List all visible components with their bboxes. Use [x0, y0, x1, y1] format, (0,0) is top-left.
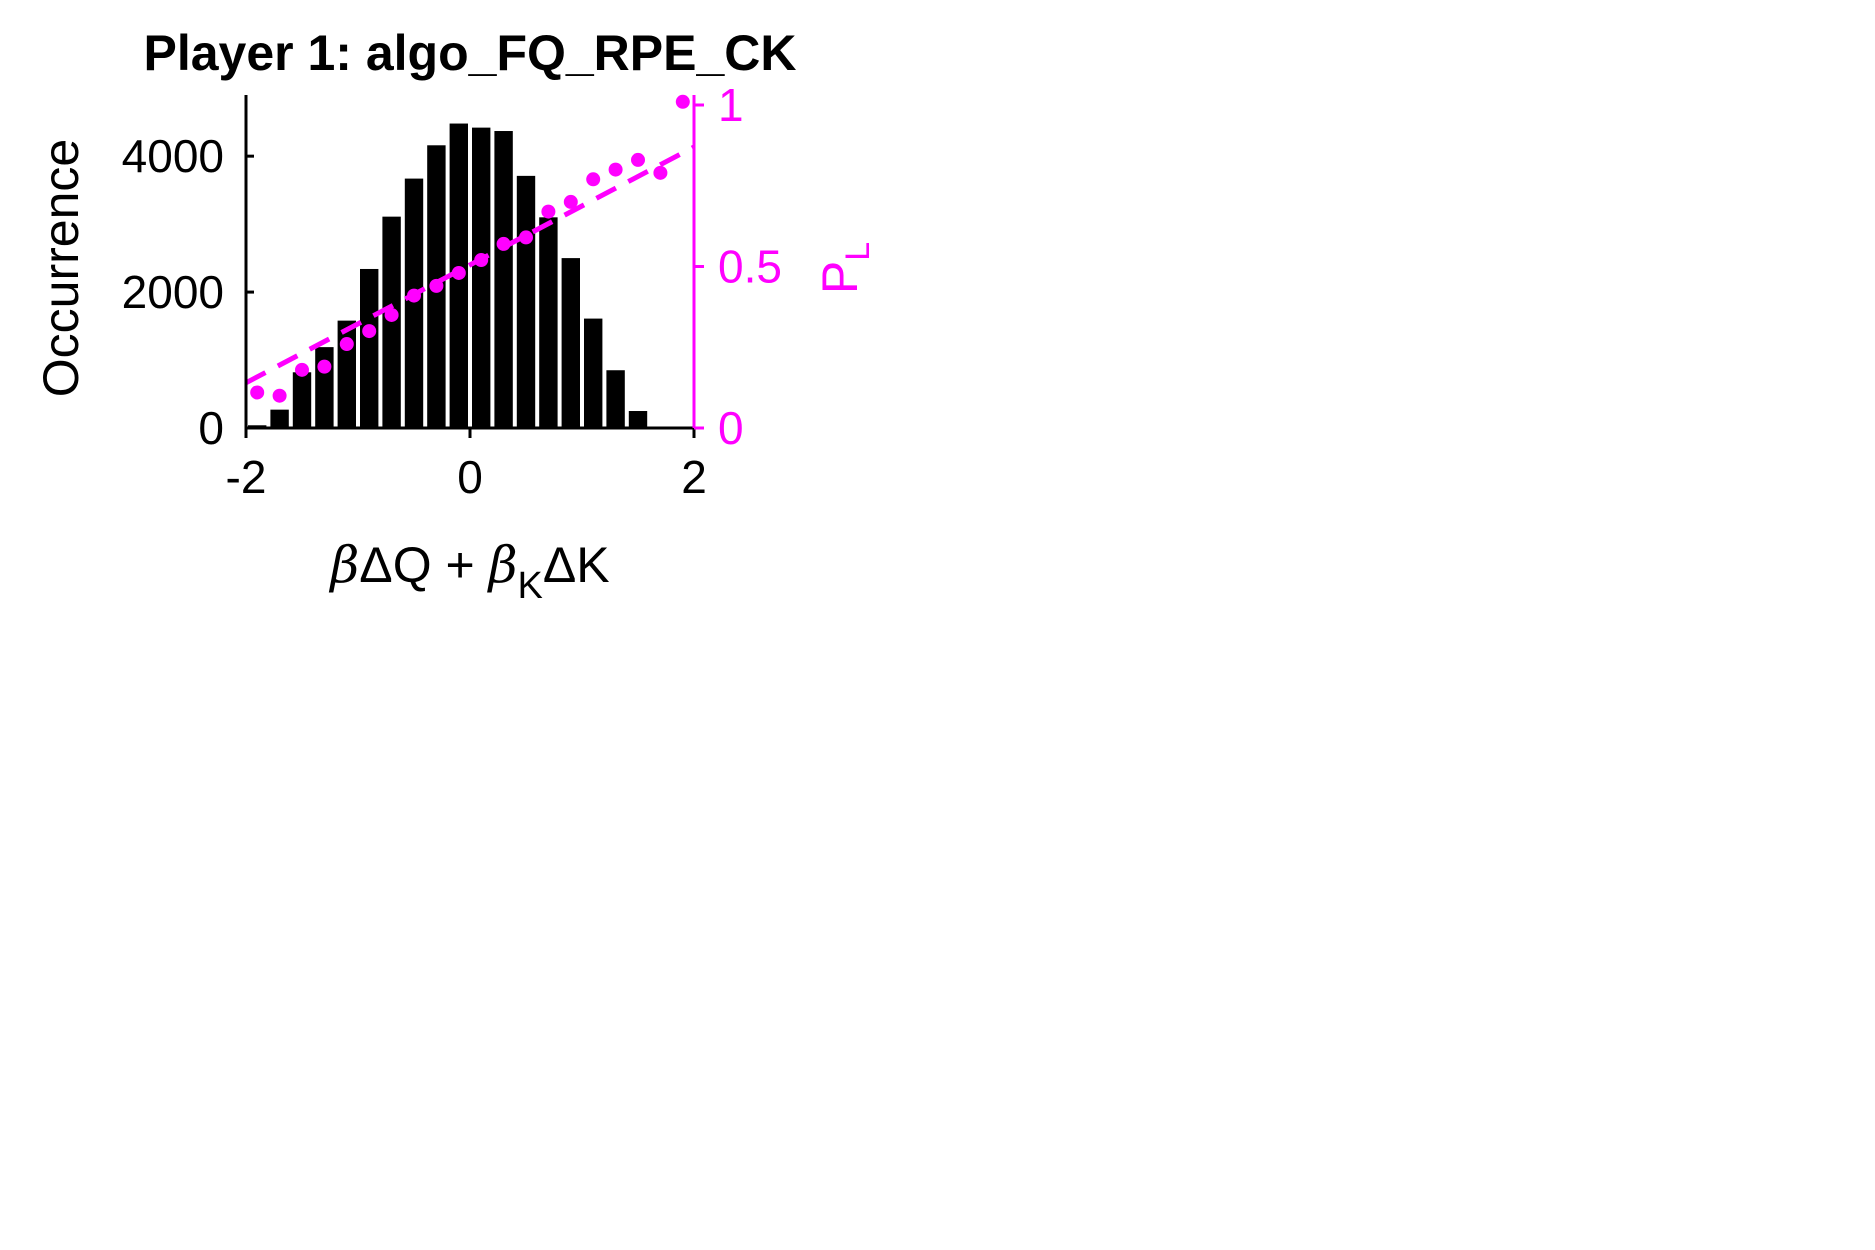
y-tick-label: 2000 — [122, 266, 224, 318]
histogram-bar — [270, 409, 289, 428]
probability-point — [384, 307, 399, 322]
x-tick-label: 2 — [681, 451, 707, 503]
y2-tick-label: 1 — [718, 79, 744, 131]
histogram-bar — [584, 318, 603, 428]
probability-point — [675, 94, 690, 109]
y-tick-label: 0 — [198, 402, 224, 454]
y2-tick-label: 0 — [718, 402, 744, 454]
probability-point — [339, 337, 354, 352]
probability-point — [272, 388, 287, 403]
probability-point — [496, 236, 511, 251]
probability-point — [295, 362, 309, 377]
x-label-part2: ΔK — [543, 537, 610, 593]
fit-line — [244, 144, 696, 385]
histogram-bar — [494, 131, 513, 428]
histogram-bar — [606, 370, 625, 428]
probability-point — [586, 172, 601, 187]
right-y-axis: 00.51 — [692, 79, 782, 454]
probability-point — [474, 253, 489, 268]
probability-point — [362, 324, 377, 339]
fit-line-group — [244, 144, 696, 385]
chart-title: Player 1: algo_FQ_RPE_CK — [143, 25, 796, 81]
histogram-bar — [337, 320, 356, 428]
x-label-part1: ΔQ + — [359, 537, 488, 593]
x-axis: -2 0 2 — [226, 426, 707, 503]
x-label-beta2: β — [487, 536, 518, 594]
y-tick-label: 4000 — [122, 130, 224, 182]
left-y-axis: 0 2000 4000 — [122, 95, 254, 454]
probability-point — [317, 359, 332, 374]
probability-point — [541, 204, 556, 219]
probability-point — [429, 278, 444, 293]
probability-point — [519, 230, 533, 245]
probability-point — [608, 162, 623, 177]
x-tick-label: 0 — [457, 451, 483, 503]
probability-point — [653, 165, 668, 180]
probability-point — [250, 385, 265, 400]
x-tick-label: -2 — [226, 451, 267, 503]
probability-point — [407, 288, 421, 303]
y2-tick-label: 0.5 — [718, 241, 782, 293]
probability-point — [451, 265, 466, 280]
x-label-beta: β — [328, 536, 359, 594]
probability-point — [631, 152, 645, 167]
x-axis-label: βΔQ + βKΔK — [328, 536, 609, 607]
histogram-bar — [628, 411, 648, 428]
probability-point — [563, 194, 578, 209]
y-axis-label: Occurrence — [33, 139, 89, 397]
histogram-bar — [561, 258, 580, 428]
histogram-bar — [382, 216, 401, 428]
y2-label-main: P — [812, 261, 868, 294]
histogram-bar — [472, 127, 491, 428]
histogram-bar — [516, 175, 536, 428]
histogram-bar — [360, 268, 379, 428]
y2-axis-label: PL — [812, 242, 877, 294]
probability-points — [250, 94, 690, 403]
y2-label-sub: L — [839, 242, 877, 261]
x-label-sub: K — [517, 565, 542, 607]
histogram-bar — [539, 217, 558, 428]
histogram-bar — [292, 372, 312, 428]
histogram-bar — [315, 347, 334, 428]
histogram-bar — [404, 178, 424, 428]
